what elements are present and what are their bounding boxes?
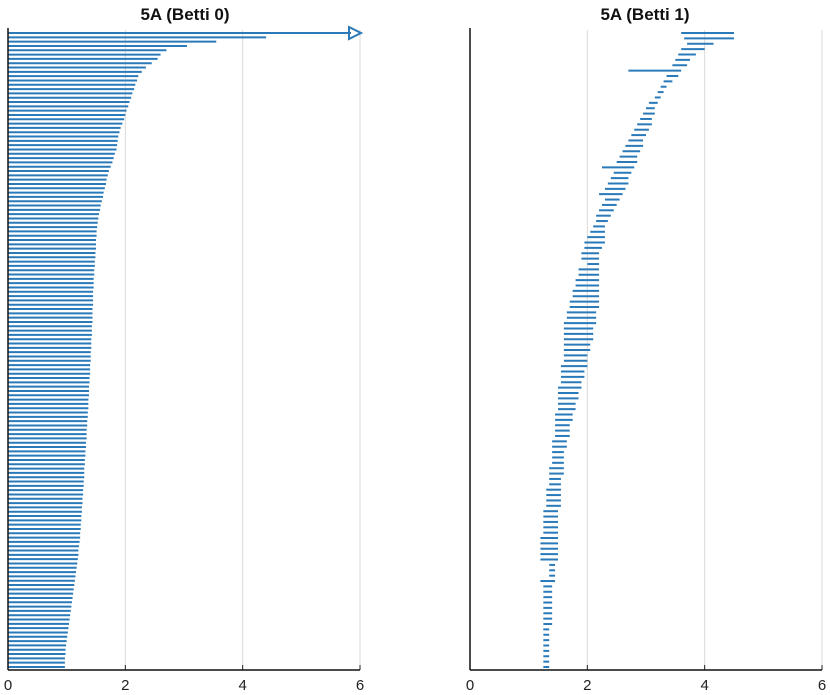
betti-1-bars	[540, 32, 734, 668]
betti-0-bars	[8, 25, 364, 668]
betti-0-tick-label: 0	[4, 677, 12, 694]
betti-0-axes	[7, 28, 361, 671]
betti-1-title: 5A (Betti 1)	[600, 5, 689, 24]
betti-1-tick-label: 6	[818, 677, 826, 694]
betti-1-tick-label: 4	[700, 677, 708, 694]
betti-0-title: 5A (Betti 0)	[140, 5, 229, 24]
betti-0-infinite-arrow	[348, 25, 364, 41]
betti-1-tick-label: 2	[583, 677, 591, 694]
betti-0-panel: 5A (Betti 0) 0 2 4 6	[4, 5, 364, 694]
betti-1-tick-label: 0	[466, 677, 474, 694]
betti-1-panel: 5A (Betti 1) 0 2 4 6	[466, 5, 826, 694]
betti-1-axes	[469, 28, 823, 671]
betti-0-tick-label: 2	[121, 677, 129, 694]
betti-1-gridlines	[586, 30, 823, 670]
betti-0-gridlines	[124, 30, 361, 670]
betti-0-tick-label: 4	[238, 677, 246, 694]
betti-0-tick-labels: 0 2 4 6	[4, 677, 364, 694]
betti-1-tick-labels: 0 2 4 6	[466, 677, 826, 694]
betti-0-tick-label: 6	[356, 677, 364, 694]
